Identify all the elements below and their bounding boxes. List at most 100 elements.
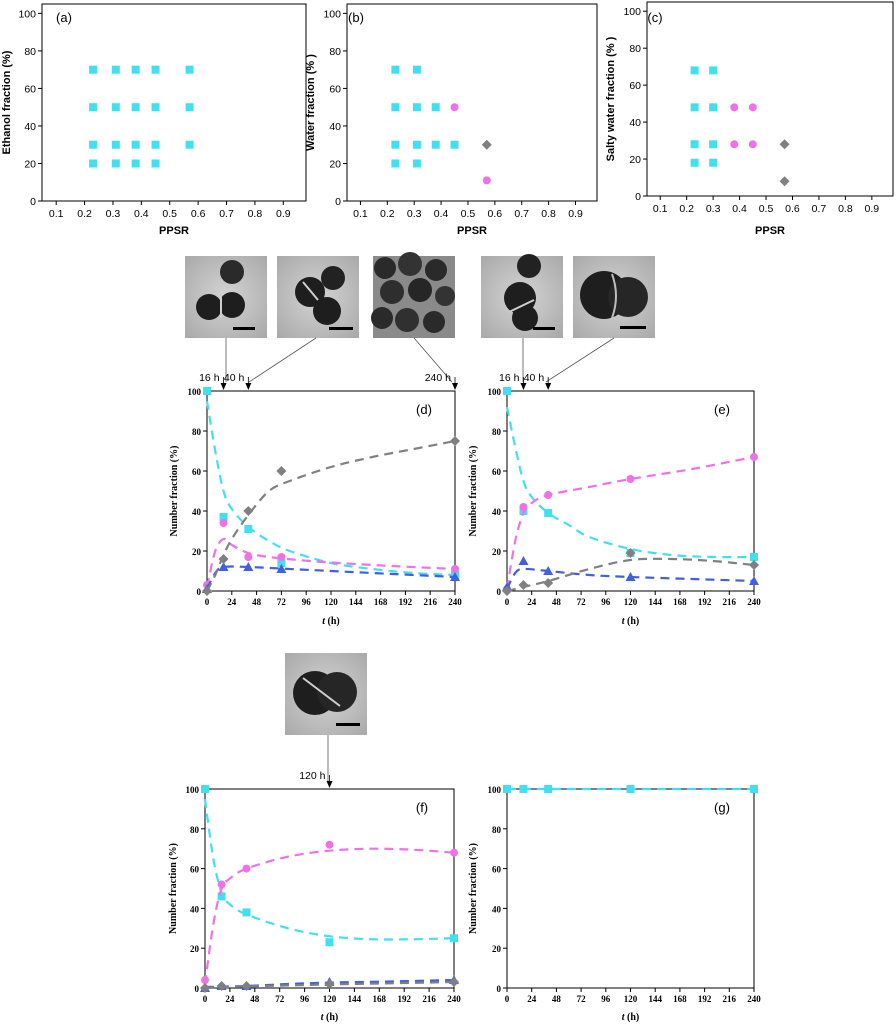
y-tick-label: 80 xyxy=(190,825,200,835)
series-square xyxy=(690,66,718,167)
data-point xyxy=(730,140,739,149)
time-marker-arrow xyxy=(452,383,458,390)
x-tick-label: 240 xyxy=(747,994,761,1004)
x-tick-label: 144 xyxy=(648,597,662,607)
data-point xyxy=(503,387,511,395)
data-point xyxy=(779,139,790,150)
data-point xyxy=(749,576,759,585)
x-tick-label: 168 xyxy=(673,994,687,1004)
y-tick-label: 0 xyxy=(197,587,202,597)
y-tick-label: 20 xyxy=(192,547,202,557)
data-point xyxy=(431,140,440,149)
y-tick-label: 80 xyxy=(492,427,502,437)
x-tick-label: 0.1 xyxy=(653,203,668,215)
x-tick-label: 0.7 xyxy=(219,208,234,220)
y-tick-label: 0 xyxy=(195,984,200,994)
x-axis-label: t (h) xyxy=(622,616,640,627)
data-point xyxy=(481,139,492,150)
data-point xyxy=(201,785,209,793)
x-tick-label: 0.1 xyxy=(49,208,64,220)
data-point xyxy=(412,159,421,168)
x-tick-label: 120 xyxy=(324,597,338,607)
y-tick-label: 20 xyxy=(190,944,200,954)
x-tick-label: 240 xyxy=(447,994,461,1004)
y-tick-label: 20 xyxy=(492,547,502,557)
y-axis-label: Water fraction (% ) xyxy=(305,54,317,151)
data-point xyxy=(519,503,528,511)
x-tick-label: 168 xyxy=(374,597,388,607)
y-axis-label: Number fraction (%) xyxy=(169,446,180,537)
x-tick-label: 24 xyxy=(225,994,235,1004)
x-tick-label: 0.5 xyxy=(461,208,476,220)
series-diamond xyxy=(779,139,790,187)
y-tick-label: 60 xyxy=(492,865,502,875)
data-point xyxy=(391,159,400,168)
chart-panel-d: 0 24 48 72 96 120 144 168 192 216 240 0 20 40 60 80 100 (… xyxy=(169,372,462,627)
plot-frame xyxy=(346,3,598,202)
x-tick-label: 0.4 xyxy=(732,203,747,215)
y-axis-label: Salty water fraction (% ) xyxy=(605,36,617,161)
data-point xyxy=(626,785,635,793)
data-point xyxy=(325,938,334,947)
chart-panel-a: 0.1 0.2 0.3 0.4 0.5 0.6 0.7 0.8 0.9 0 20 40 60 80 100 (… xyxy=(1,3,307,237)
series-triangle xyxy=(202,562,460,593)
y-tick-label: 40 xyxy=(329,121,341,133)
y-tick-label: 100 xyxy=(323,8,341,20)
plot-frame xyxy=(204,788,455,989)
data-point xyxy=(625,548,636,558)
series-circle xyxy=(730,103,757,149)
data-point xyxy=(185,103,194,112)
time-marker-label: 16 h xyxy=(499,372,520,384)
series-triangle xyxy=(502,556,759,591)
fit-line xyxy=(203,798,455,941)
plot-frame xyxy=(506,788,755,989)
data-point xyxy=(709,66,718,75)
x-tick-label: 24 xyxy=(227,597,237,607)
data-point xyxy=(543,566,554,575)
data-point xyxy=(450,934,458,943)
data-point xyxy=(626,475,635,483)
fit-line xyxy=(203,847,455,985)
data-point xyxy=(185,65,194,74)
x-tick-label: 0.9 xyxy=(276,208,291,220)
y-tick-label: 60 xyxy=(24,83,36,95)
x-tick-label: 144 xyxy=(349,597,363,607)
y-tick-label: 0 xyxy=(335,196,341,208)
x-tick-label: 0.5 xyxy=(162,208,177,220)
data-point xyxy=(277,553,286,561)
data-point xyxy=(218,554,229,564)
x-tick-label: 0.6 xyxy=(785,203,800,215)
time-marker-label: 40 h xyxy=(524,372,545,384)
chart-panel-e: 0 24 48 72 96 120 144 168 192 216 240 0 20 40 60 80 100 (… xyxy=(468,372,761,627)
data-point xyxy=(709,140,718,149)
x-tick-label: 192 xyxy=(397,994,411,1004)
x-tick-label: 0.3 xyxy=(706,203,721,215)
y-tick-label: 80 xyxy=(629,43,641,55)
micrograph-e-16h xyxy=(481,254,563,338)
time-marker-arrow xyxy=(545,383,552,390)
data-point xyxy=(543,578,554,588)
series-square xyxy=(391,65,459,168)
data-point xyxy=(111,65,120,74)
x-tick-label: 72 xyxy=(577,994,587,1004)
data-point xyxy=(217,892,226,901)
data-point xyxy=(111,103,120,112)
x-tick-label: 0 xyxy=(205,597,210,607)
micrograph-d-240h xyxy=(371,252,455,338)
y-tick-label: 80 xyxy=(24,46,36,58)
x-tick-label: 48 xyxy=(250,994,260,1004)
fit-line xyxy=(205,400,456,577)
x-axis-label: PPSR xyxy=(159,225,189,237)
data-point xyxy=(243,506,254,516)
x-tick-label: 48 xyxy=(552,597,562,607)
x-tick-label: 0.6 xyxy=(191,208,206,220)
data-point xyxy=(779,176,790,187)
x-tick-label: 0.2 xyxy=(679,203,694,215)
data-point xyxy=(131,65,140,74)
x-tick-label: 0.8 xyxy=(838,203,853,215)
y-tick-label: 40 xyxy=(492,904,502,914)
data-point xyxy=(277,559,286,567)
data-point xyxy=(450,103,459,112)
y-tick-label: 60 xyxy=(629,80,641,92)
x-tick-label: 192 xyxy=(698,597,712,607)
